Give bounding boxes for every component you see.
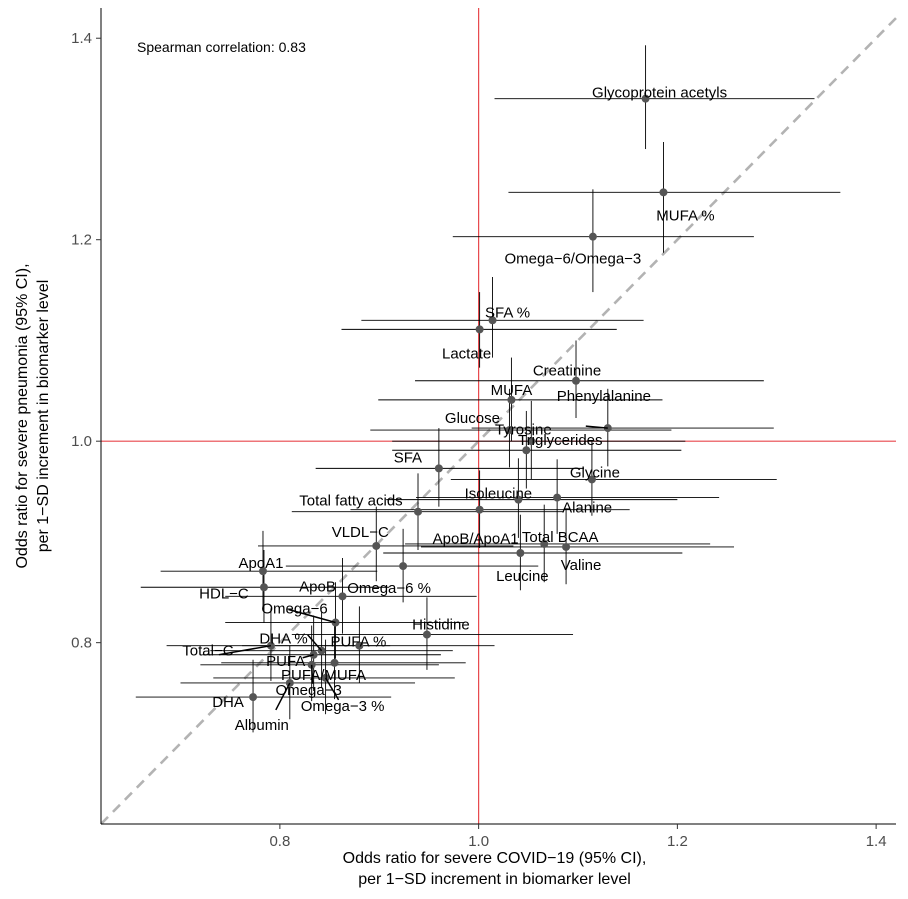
correlation-annotation: Spearman correlation: 0.83 [137,39,306,55]
point-label-apoa1: ApoA1 [238,555,283,572]
point-label-mufa-: MUFA % [656,207,714,224]
y-tick-label: 0.8 [71,635,92,652]
point-alanine [553,493,562,502]
x-tick-label: 1.0 [468,833,489,850]
point-label-omega-6: Omega−6 [261,601,327,618]
x-tick-label: 0.8 [269,833,290,850]
leader-omega-3- [324,677,340,701]
leader-total-c [218,644,272,656]
identity-line [100,17,897,825]
leader-dha- [307,634,323,652]
point-creatinine [572,376,581,385]
point-label-histidine: Histidine [412,617,470,634]
point-label-sfa: SFA [394,449,422,466]
point-label-mufa: MUFA [491,382,533,399]
point-apob [338,592,347,601]
point-histidine [422,630,431,639]
point-mufa- [659,188,668,197]
point-label-dha-: DHA % [259,631,307,648]
point-label-albumin: Albumin [235,717,289,734]
point-label-triglycerides: Triglycerides [518,432,602,449]
leader-phenylalanine [585,425,608,429]
point-tyrosine [522,446,531,455]
point-total-bcaa [540,539,549,548]
point-vldl-c [372,541,381,550]
point-lactate [475,325,484,334]
y-axis-title: Odds ratio for severe pneumonia (95% CI)… [14,263,31,568]
point-label-vldl-c: VLDL−C [332,524,389,541]
point-label-glucose: Glucose [445,410,500,427]
x-tick-label: 1.4 [866,833,887,850]
leader-omega-3 [310,664,314,684]
point-hdl-c [259,583,268,592]
point-apoa1 [258,567,267,576]
leader-albumin [275,682,291,711]
leader-pufa [302,654,314,659]
point-label-glycoprotein-acetyls: Glycoprotein acetyls [592,85,727,102]
point-omega-6-omega-3 [588,232,597,241]
point-label-creatinine: Creatinine [533,363,601,380]
point-sfa- [488,316,497,325]
point-label-valine: Valine [561,557,602,574]
point-triglycerides [527,437,536,446]
point-leucine [516,549,525,558]
y-tick-label: 1.2 [71,232,92,249]
point-label-dha: DHA [212,694,244,711]
point-label-omega-3-: Omega−3 % [301,698,385,715]
point-pufa- [355,641,364,650]
point-omega-6- [399,562,408,571]
point-total-fatty-acids [414,507,423,516]
point-label-apob-apoa1: ApoB/ApoA1 [433,531,519,548]
point-isoleucine [514,495,523,504]
point-label-tyrosine: Tyrosine [495,421,552,438]
point-label-pufa-mufa: PUFA/MUFA [281,667,366,684]
point-label-total-fatty-acids: Total fatty acids [299,493,402,510]
point-label-pufa: PUFA [266,653,305,670]
point-label-hdl-c: HDL−C [199,585,249,602]
x-axis-title-line2: per 1−SD increment in biomarker level [358,871,631,888]
point-glycine [587,475,596,484]
leader-omega-6 [288,608,336,624]
x-tick-label: 1.2 [667,833,688,850]
point-sfa [434,464,443,473]
point-dha [249,693,258,702]
point-label-omega-6-omega-3: Omega−6/Omega−3 [505,251,642,268]
y-axis-title-line2: per 1−SD increment in biomarker level [35,280,52,553]
point-label-omega-3: Omega−3 [276,682,342,699]
y-tick-label: 1.4 [71,30,92,47]
point-label-phenylalanine: Phenylalanine [557,388,651,405]
point-label-total-c: Total−C [182,643,233,660]
x-axis-title: Odds ratio for severe COVID−19 (95% CI), [343,850,647,867]
point-label-leucine: Leucine [496,568,549,585]
point-label-sfa-: SFA % [485,304,530,321]
point-pufa-mufa [330,658,339,667]
point-label-lactate: Lactate [442,345,491,362]
point-label-glycine: Glycine [570,464,620,481]
point-valine [562,542,571,551]
point-label-apob: ApoB [299,578,336,595]
point-mufa [507,395,516,404]
point-glycoprotein-acetyls [641,94,650,103]
point-label-omega-6-: Omega−6 % [347,580,431,597]
point-label-alanine: Alanine [562,500,612,517]
point-label-isoleucine: Isoleucine [465,486,533,503]
y-tick-label: 1.0 [71,433,92,450]
point-apob-apoa1 [475,505,484,514]
point-label-total-bcaa: Total BCAA [522,529,599,546]
point-label-pufa-: PUFA % [330,634,386,651]
point-glucose [505,426,514,435]
